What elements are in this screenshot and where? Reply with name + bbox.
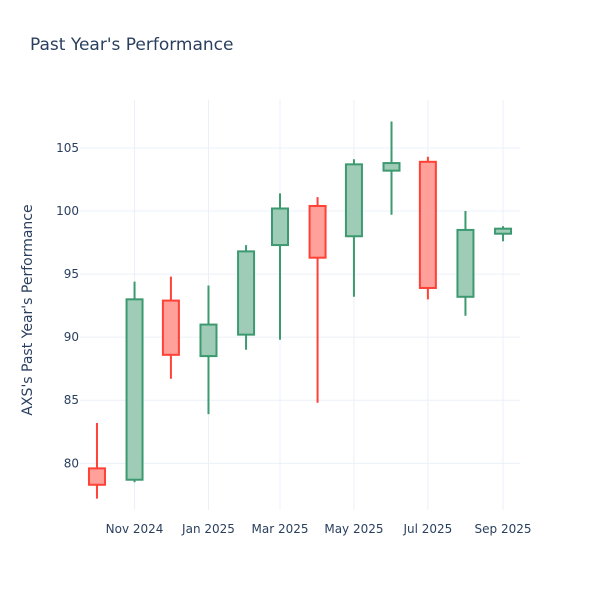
candle [237,245,256,350]
candle [308,197,327,403]
candle [87,422,106,499]
candle-body [308,204,327,259]
x-tick-label: Jul 2025 [402,522,452,536]
x-tick-labels: Nov 2024 Jan 2025 Mar 2025 May 2025 Jul 2025… [106,522,532,536]
candle-body [125,298,144,481]
y-tick-labels: 80 85 90 95 100 105 [56,141,79,470]
candle [199,285,218,415]
candle-body [456,228,475,298]
y-tick-label: 85 [64,393,79,407]
y-tick-label: 95 [64,267,79,281]
candle [456,211,475,316]
x-tick-label: May 2025 [324,522,383,536]
candle-body [418,160,437,289]
y-tick-label: 105 [56,141,79,155]
candle [161,276,180,379]
chart-title: Past Year's Performance [30,35,234,55]
y-tick-label: 90 [64,330,79,344]
x-tick-label: Nov 2024 [106,522,164,536]
candle [494,226,513,242]
grid [80,100,520,510]
candle-body [87,467,106,486]
candle-body [382,162,401,172]
candle-body [199,323,218,358]
x-tick-label: Sep 2025 [475,522,532,536]
candle-body [161,299,180,356]
candle [382,121,401,215]
candle-body [494,227,513,235]
candle-body [271,207,289,247]
candle [418,156,437,300]
x-tick-label: Jan 2025 [181,522,235,536]
candle [344,159,363,297]
candle-body [344,163,363,238]
candles [87,121,513,499]
candle [125,281,144,483]
x-tick-label: Mar 2025 [252,522,309,536]
candle-body [237,250,256,336]
y-axis-label: AXS's Past Year's Performance [20,204,36,415]
y-tick-label: 100 [56,204,79,218]
y-tick-label: 80 [64,456,79,470]
candle [271,193,289,340]
